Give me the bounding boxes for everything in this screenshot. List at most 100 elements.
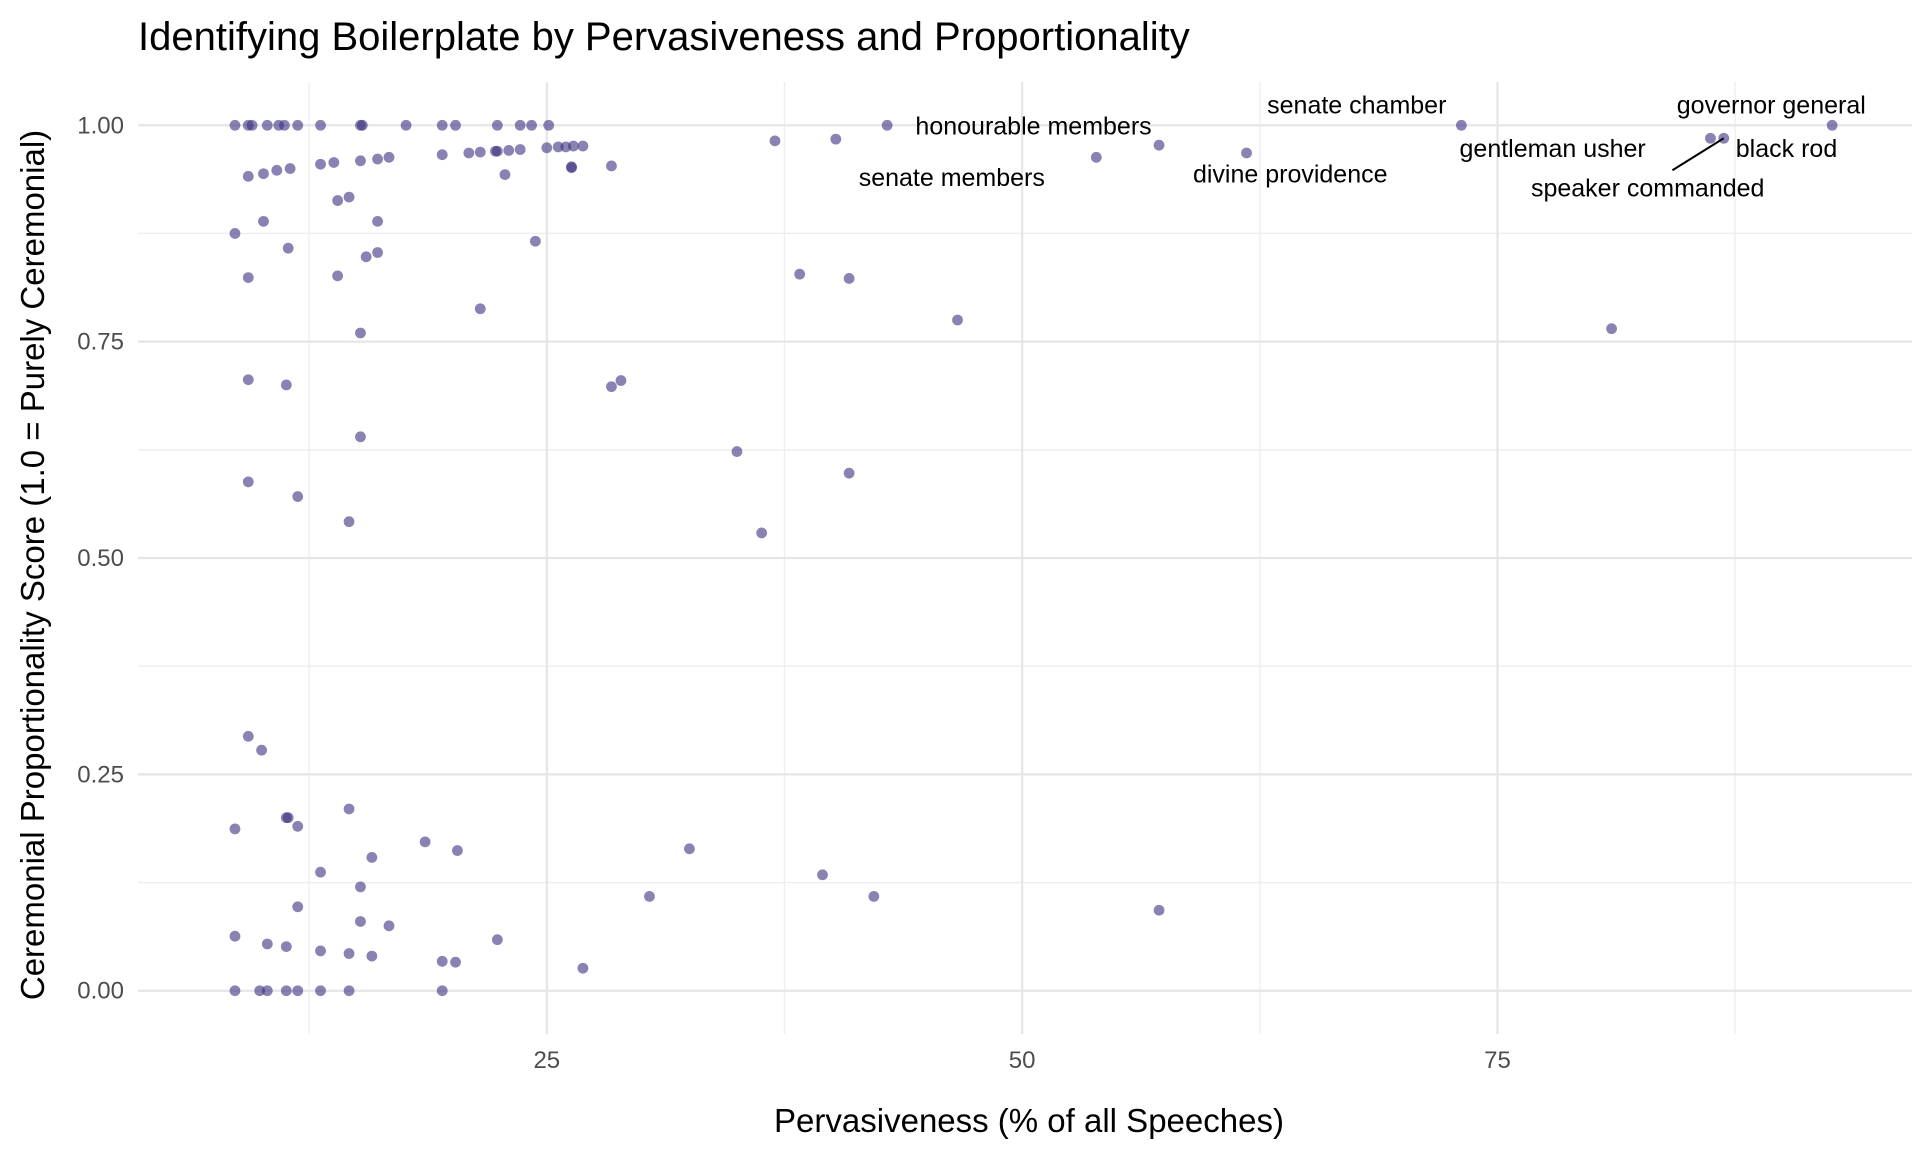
data-point: [543, 119, 555, 131]
data-point: [261, 985, 273, 997]
data-point: [229, 930, 241, 942]
data-point: [355, 881, 366, 893]
data-point: [830, 133, 842, 145]
data-point: [868, 890, 880, 902]
data-point: [514, 144, 526, 155]
data-point: [769, 135, 781, 147]
data-point: [1826, 119, 1838, 131]
data-point: [450, 956, 461, 968]
data-point: [355, 431, 366, 443]
data-point: [366, 852, 378, 863]
chart-title: Identifying Boilerplate by Pervasiveness…: [138, 15, 1190, 59]
data-point: [258, 215, 269, 227]
data-point: [332, 270, 344, 282]
data-point: [450, 119, 461, 131]
data-point: [328, 157, 340, 168]
data-point: [644, 890, 655, 902]
point-labels: senate chamber governor general honourable…: [859, 92, 1866, 203]
x-tick-label: 25: [533, 1047, 560, 1074]
data-point: [499, 169, 511, 181]
data-point: [568, 140, 579, 152]
data-point: [343, 803, 355, 815]
data-point: [526, 119, 537, 131]
data-point: [355, 916, 366, 927]
data-point: [229, 985, 241, 997]
grid: [138, 82, 1912, 1034]
data-point: [292, 119, 304, 131]
data-point: [242, 476, 254, 488]
data-point: [817, 869, 828, 881]
data-point: [315, 945, 326, 957]
data-point: [271, 164, 283, 176]
data-point: [514, 119, 526, 131]
data-point: [343, 516, 355, 528]
data-point: [356, 119, 368, 131]
data-point: [292, 820, 304, 832]
data-point: [284, 163, 296, 174]
y-tick-label: 0.50: [77, 545, 124, 572]
data-point: [372, 153, 383, 165]
data-point: [731, 446, 743, 457]
y-axis-label: Ceremonial Proportionality Score (1.0 = …: [14, 130, 51, 1000]
point-annotation-label: divine providence: [1193, 161, 1388, 189]
data-point: [355, 327, 366, 339]
data-point: [261, 938, 273, 950]
data-point: [1705, 132, 1716, 144]
data-point: [258, 168, 269, 180]
data-point: [280, 379, 292, 391]
x-tick-label: 75: [1484, 1047, 1511, 1074]
data-point: [315, 866, 326, 878]
data-point: [229, 823, 241, 835]
data-point: [1241, 147, 1252, 159]
data-point: [606, 381, 617, 393]
data-point: [372, 247, 383, 258]
data-point: [1153, 139, 1165, 151]
data-point: [529, 235, 541, 247]
data-point: [292, 985, 304, 997]
data-point: [577, 140, 589, 152]
x-axis-label: Pervasiveness (% of all Speeches): [774, 1102, 1284, 1139]
data-point: [552, 141, 564, 153]
data-point: [452, 845, 463, 856]
data-point: [282, 812, 294, 824]
data-point: [566, 161, 577, 173]
point-annotation-label: governor general: [1677, 92, 1866, 120]
data-point: [436, 985, 448, 997]
data-point: [491, 119, 503, 131]
y-tick-label: 1.00: [77, 112, 124, 139]
data-points: [229, 119, 1838, 997]
y-tick-label: 0.25: [77, 761, 124, 788]
data-point: [756, 527, 768, 539]
point-annotation-label: speaker commanded: [1531, 175, 1764, 203]
data-point: [229, 119, 241, 131]
data-point: [952, 314, 963, 326]
data-point: [282, 242, 294, 254]
x-tick-label: 50: [1009, 1047, 1036, 1074]
data-point: [794, 268, 806, 280]
data-point: [1606, 323, 1617, 335]
data-point: [474, 303, 486, 315]
y-tick-label: 0.75: [77, 329, 124, 356]
point-annotation-label: honourable members: [915, 112, 1151, 140]
data-point: [355, 155, 366, 167]
data-point: [615, 375, 627, 386]
data-point: [463, 147, 475, 159]
data-point: [383, 151, 395, 163]
data-point: [1153, 904, 1165, 916]
data-point: [436, 955, 448, 967]
data-point: [577, 962, 589, 974]
data-point: [242, 170, 254, 182]
data-point: [436, 119, 448, 131]
data-point: [261, 119, 273, 131]
data-point: [343, 985, 355, 997]
data-point: [491, 145, 503, 157]
data-point: [843, 273, 855, 284]
data-point: [366, 950, 378, 962]
data-point: [279, 119, 290, 131]
data-point: [242, 272, 254, 283]
label-connectors: [1671, 137, 1725, 172]
data-point: [292, 491, 304, 502]
data-point: [315, 985, 326, 997]
data-point: [292, 901, 304, 913]
data-point: [400, 119, 412, 131]
